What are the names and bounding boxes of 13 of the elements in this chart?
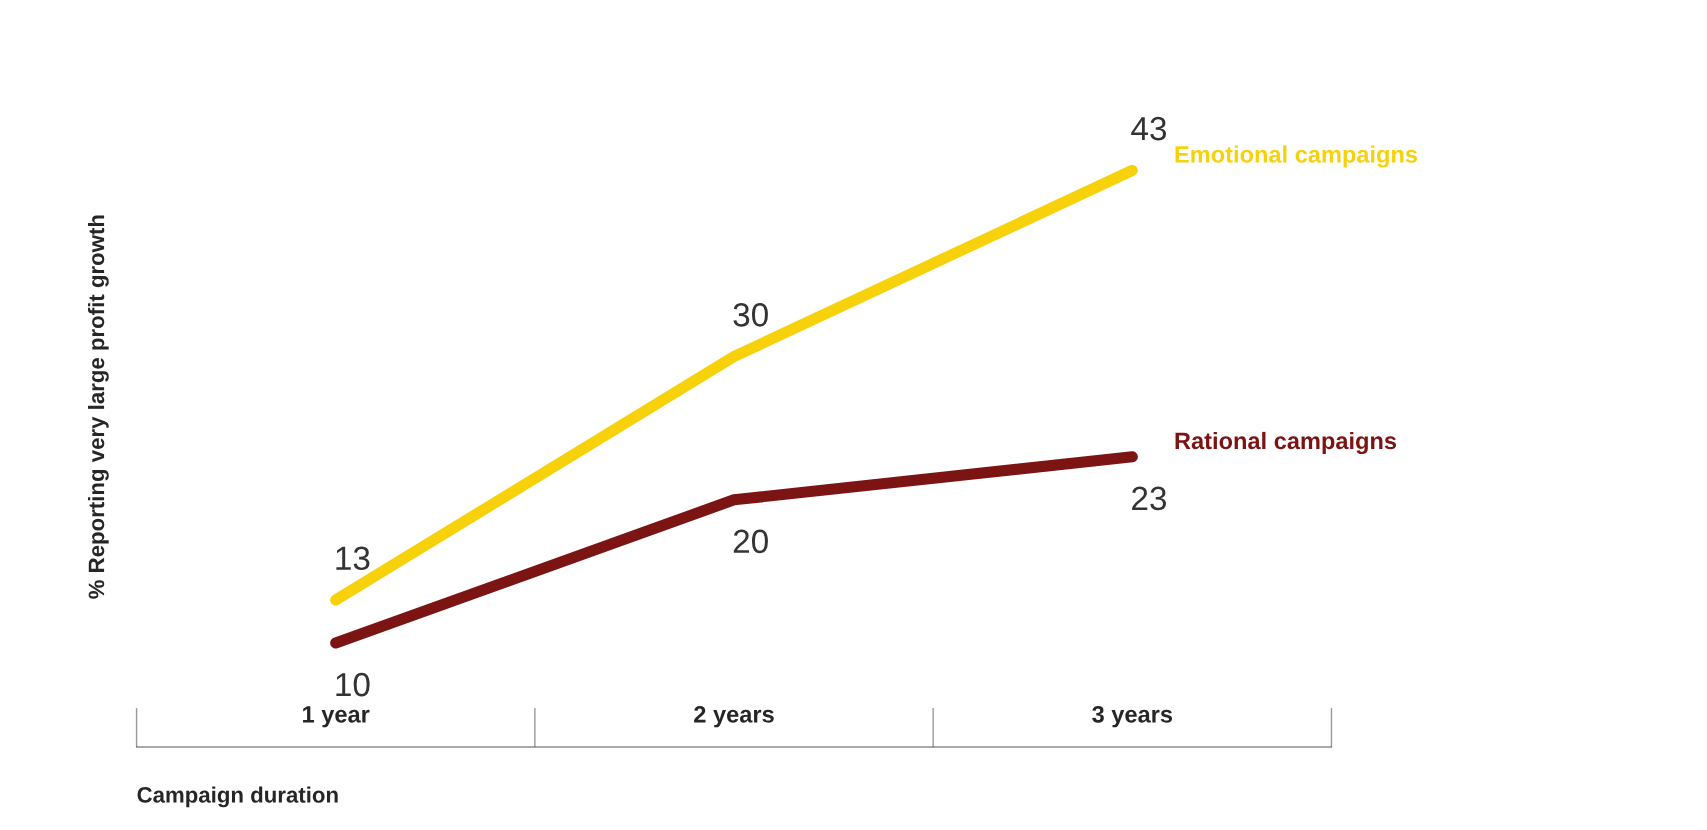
y-axis-title: % Reporting very large profit growth (87, 215, 109, 599)
x-tick-label: 1 year (303, 706, 370, 728)
x-axis-title: Campaign duration (137, 786, 338, 808)
data-label: 23 (1132, 486, 1167, 511)
series-label: Rational campaigns (1175, 431, 1397, 454)
data-label: 13 (336, 546, 370, 571)
x-tick-label: 2 years (694, 705, 774, 728)
data-label: 20 (733, 529, 768, 554)
data-label: 30 (733, 303, 768, 327)
data-label: 10 (336, 672, 370, 697)
series-label: Emotional campaigns (1175, 145, 1418, 168)
data-label: 43 (1131, 116, 1167, 141)
x-tick-label: 3 years (1092, 705, 1173, 728)
